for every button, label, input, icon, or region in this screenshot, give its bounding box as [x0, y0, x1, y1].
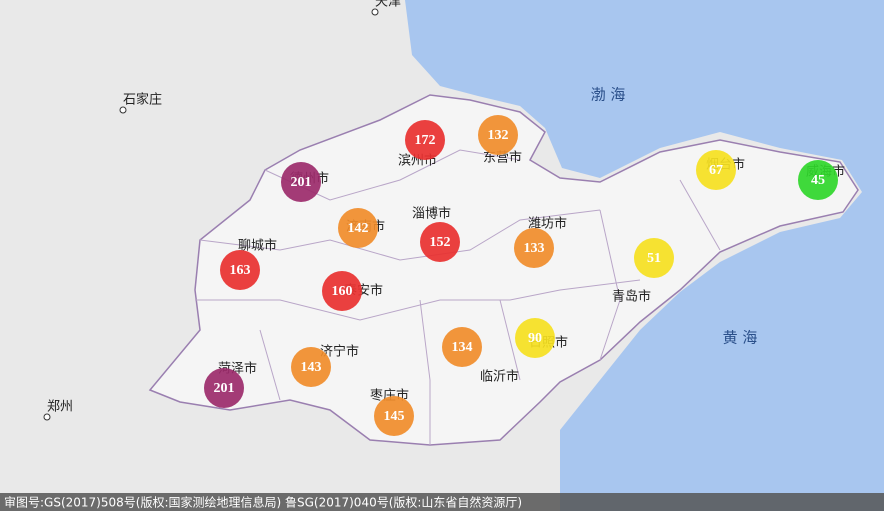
aqi-value: 90	[528, 331, 542, 346]
aqi-marker	[420, 222, 460, 262]
city-label: 天津	[375, 0, 401, 10]
aqi-marker	[442, 327, 482, 367]
aqi-value: 152	[430, 235, 451, 250]
aqi-marker	[291, 347, 331, 387]
aqi-marker	[514, 228, 554, 268]
city-dot	[119, 106, 127, 114]
aqi-value: 67	[709, 163, 723, 178]
aqi-marker	[338, 208, 378, 248]
aqi-marker	[220, 250, 260, 290]
aqi-value: 132	[488, 128, 509, 143]
aqi-value: 134	[452, 340, 473, 355]
footer-text: 审图号:GS(2017)508号(版权:国家测绘地理信息局) 鲁SG(2017)…	[4, 495, 522, 510]
aqi-marker	[322, 271, 362, 311]
aqi-value: 160	[332, 284, 353, 299]
aqi-marker	[634, 238, 674, 278]
city-label: 临沂市	[480, 369, 519, 385]
aqi-value: 163	[230, 263, 251, 278]
city-label: 济宁市	[320, 344, 359, 360]
aqi-value: 172	[415, 133, 436, 148]
city-label: 青岛市	[612, 289, 651, 305]
aqi-marker	[798, 160, 838, 200]
sea-label: 渤 海	[591, 86, 626, 104]
city-label: 石家庄	[123, 92, 162, 108]
aqi-marker	[281, 162, 321, 202]
aqi-value: 201	[291, 175, 312, 190]
city-label: 聊城市	[238, 238, 277, 254]
sea	[405, 0, 884, 511]
aqi-marker	[405, 120, 445, 160]
aqi-marker	[374, 396, 414, 436]
aqi-marker	[204, 368, 244, 408]
aqi-value: 201	[214, 381, 235, 396]
aqi-value: 45	[811, 173, 825, 188]
aqi-value: 145	[384, 409, 405, 424]
aqi-marker	[478, 115, 518, 155]
sea-label: 黄 海	[723, 329, 758, 347]
city-label: 郑州	[47, 400, 73, 415]
aqi-value: 143	[301, 360, 322, 375]
aqi-marker	[696, 150, 736, 190]
city-label: 淄博市	[412, 206, 451, 222]
city-label: 潍坊市	[528, 216, 567, 232]
aqi-marker	[515, 318, 555, 358]
city-dot	[371, 8, 379, 16]
aqi-value: 133	[524, 241, 545, 256]
aqi-value: 142	[348, 221, 369, 236]
city-dot	[43, 413, 51, 421]
aqi-value: 51	[647, 251, 661, 266]
footer-bar	[0, 493, 884, 511]
